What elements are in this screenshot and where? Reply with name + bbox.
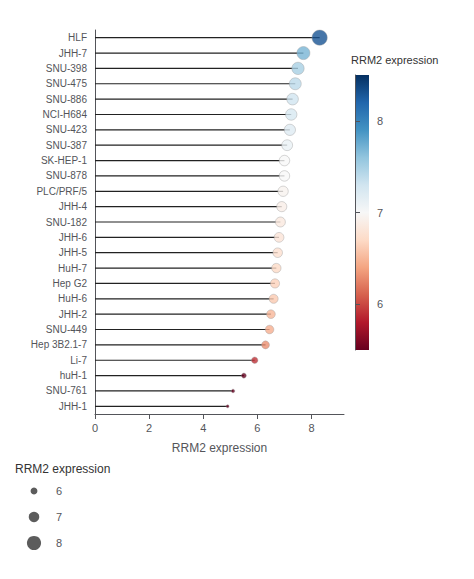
svg-text:JHH-5: JHH-5 [59, 247, 88, 258]
svg-text:6: 6 [377, 298, 383, 310]
svg-text:HLF: HLF [68, 32, 87, 43]
svg-text:7: 7 [377, 207, 383, 219]
svg-text:8: 8 [377, 115, 383, 127]
svg-text:SNU-182: SNU-182 [46, 217, 88, 228]
svg-text:8: 8 [308, 422, 314, 434]
svg-text:SNU-423: SNU-423 [46, 124, 88, 135]
svg-text:SNU-886: SNU-886 [46, 94, 88, 105]
svg-text:HuH-7: HuH-7 [58, 263, 87, 274]
svg-text:Li-7: Li-7 [70, 355, 87, 366]
svg-text:JHH-6: JHH-6 [59, 232, 88, 243]
svg-text:NCI-H684: NCI-H684 [43, 109, 88, 120]
svg-text:4: 4 [200, 422, 206, 434]
svg-text:PLC/PRF/5: PLC/PRF/5 [36, 186, 87, 197]
svg-text:6: 6 [254, 422, 260, 434]
svg-text:SNU-761: SNU-761 [46, 385, 88, 396]
svg-text:Hep G2: Hep G2 [53, 278, 88, 289]
svg-text:RRM2 expression: RRM2 expression [15, 462, 110, 476]
svg-text:SNU-398: SNU-398 [46, 63, 88, 74]
svg-text:SNU-387: SNU-387 [46, 140, 88, 151]
svg-text:SK-HEP-1: SK-HEP-1 [41, 155, 88, 166]
svg-text:0: 0 [92, 422, 98, 434]
svg-text:RRM2 expression: RRM2 expression [351, 54, 438, 66]
svg-text:HuH-6: HuH-6 [58, 293, 87, 304]
svg-text:RRM2 expression: RRM2 expression [172, 441, 267, 455]
svg-text:7: 7 [56, 511, 62, 523]
svg-text:SNU-475: SNU-475 [46, 78, 88, 89]
svg-text:JHH-2: JHH-2 [59, 309, 88, 320]
svg-text:JHH-1: JHH-1 [59, 401, 88, 412]
svg-text:Hep 3B2.1-7: Hep 3B2.1-7 [31, 339, 88, 350]
svg-text:JHH-4: JHH-4 [59, 201, 88, 212]
svg-text:6: 6 [56, 485, 62, 497]
svg-text:2: 2 [146, 422, 152, 434]
svg-text:SNU-449: SNU-449 [46, 324, 88, 335]
svg-text:8: 8 [56, 537, 62, 549]
svg-text:JHH-7: JHH-7 [59, 48, 88, 59]
svg-text:huH-1: huH-1 [60, 370, 88, 381]
svg-text:SNU-878: SNU-878 [46, 170, 88, 181]
